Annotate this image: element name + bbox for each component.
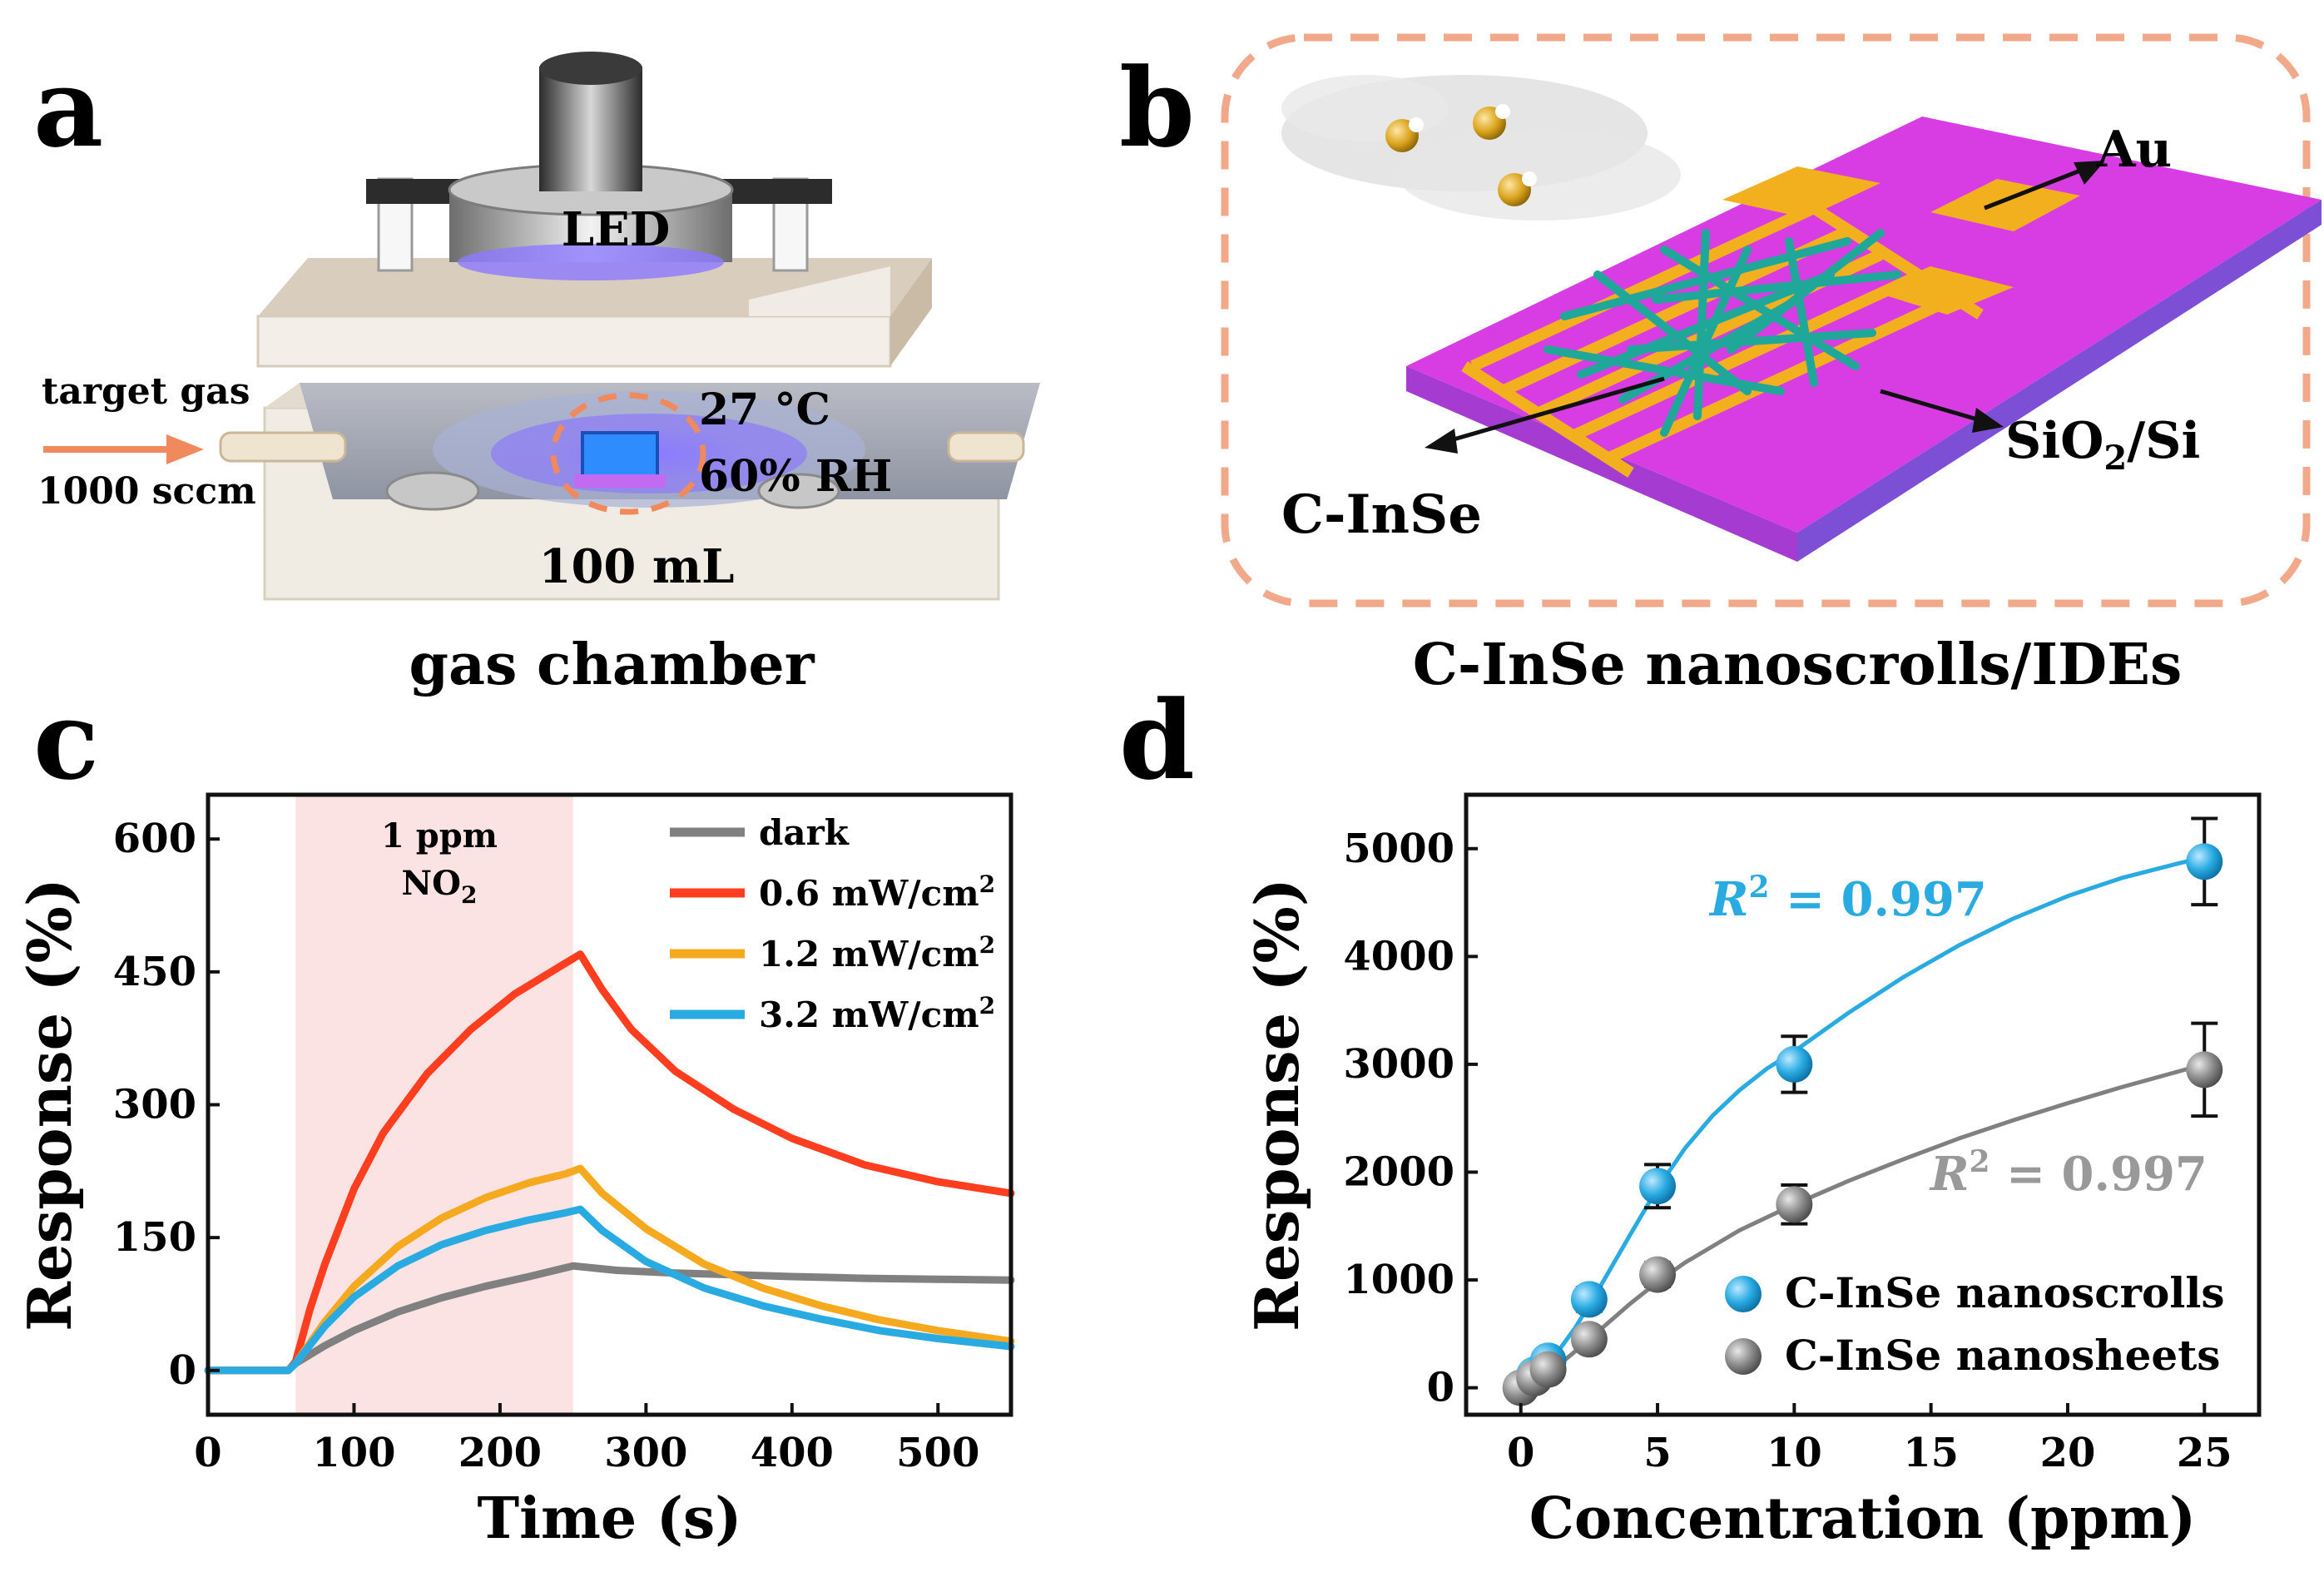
- y-tick-label: 450: [113, 949, 196, 995]
- panel-b-caption: C-InSe nanoscrolls/IDEs: [1413, 632, 2182, 698]
- x-tick-label: 0: [194, 1430, 221, 1476]
- legend-label: dark: [759, 812, 850, 853]
- x-tick-label: 20: [2040, 1430, 2096, 1476]
- series-line-dark: [204, 1262, 1015, 1375]
- y-tick-label: 2000: [1343, 1148, 1454, 1195]
- x-tick-label: 400: [751, 1430, 834, 1476]
- shaded-region-label-line2: NO2: [402, 864, 478, 909]
- x-tick-label: 300: [604, 1430, 687, 1476]
- y-tick-label: 5000: [1343, 826, 1454, 872]
- r2-blue-annotation: R2 = 0.997: [1708, 870, 1987, 927]
- x-tick-label: 25: [2177, 1430, 2232, 1476]
- legend-label-sup: 2: [979, 870, 995, 898]
- chamber-volume-label: 100 mL: [538, 539, 734, 594]
- panel-d-letter: d: [1119, 677, 1195, 804]
- fit-curve: [1519, 855, 2205, 1390]
- panel-a-letter: a: [33, 44, 103, 171]
- x-tick-label: 5: [1643, 1430, 1671, 1476]
- temperature-label: 27 °C: [699, 384, 830, 435]
- y-axis-label: Response (%): [14, 878, 85, 1332]
- material-pointer-arrow-icon: [1425, 376, 1665, 454]
- legend-label-main: 1.2 mW/cm: [759, 934, 979, 974]
- legend-label: C-InSe nanoscrolls: [1785, 1268, 2225, 1317]
- legend-label-main: 0.6 mW/cm: [759, 873, 979, 914]
- plot-frame: [1464, 792, 2262, 1417]
- led-label: LED: [562, 202, 671, 257]
- gas-chamber-illustration: [219, 52, 1040, 601]
- substrate-pointer-arrow-icon: [1880, 389, 2004, 433]
- data-point: [1529, 1351, 1567, 1388]
- r2-blue-main: R: [1708, 872, 1749, 927]
- x-axis-label: Concentration (ppm): [1529, 1485, 2196, 1552]
- y-tick-label: 4000: [1343, 933, 1454, 979]
- substrate-label-sub: 2: [2103, 439, 2127, 478]
- r2-blue-sup: 2: [1749, 870, 1770, 905]
- material-label: C-InSe: [1281, 484, 1482, 546]
- data-point: [1570, 1321, 1608, 1358]
- r2-gray-annotation: R2 = 0.997: [1929, 1144, 2208, 1202]
- y-tick-label: 0: [169, 1347, 196, 1394]
- y-tick-label: 1000: [1343, 1257, 1454, 1303]
- data-point: [2186, 1051, 2223, 1089]
- legend-label-sup: 2: [979, 992, 995, 1019]
- x-tick-label: 500: [896, 1430, 979, 1476]
- x-tick-label: 10: [1767, 1430, 1822, 1476]
- data-point: [1776, 1045, 1813, 1083]
- x-tick-label: 200: [458, 1430, 542, 1476]
- panel-b: b: [1119, 33, 2322, 698]
- data-point: [1639, 1256, 1677, 1293]
- r2-blue-tail: = 0.997: [1770, 872, 1987, 927]
- y-axis-label: Response (%): [1241, 878, 1312, 1332]
- legend-label: 1.2 mW/cm2: [759, 931, 995, 974]
- panel-a-caption: gas chamber: [409, 632, 815, 698]
- legend-label: 0.6 mW/cm2: [759, 870, 995, 914]
- data-point: [2186, 843, 2223, 880]
- legend-label-main: dark: [759, 812, 850, 853]
- y-tick-label: 0: [1427, 1365, 1454, 1411]
- y-tick-label: 3000: [1343, 1041, 1454, 1088]
- shaded-region-label-no: NO: [402, 864, 461, 903]
- chart-d: 0 5 10 15 20 25 0 1000 2000 3000 4000 5000 Concentra…: [1241, 792, 2262, 1552]
- legend-label-main: 3.2 mW/cm: [759, 994, 979, 1035]
- legend-label: C-InSe nanosheets: [1785, 1331, 2220, 1380]
- data-point: [1776, 1186, 1813, 1223]
- panel-b-letter: b: [1119, 44, 1195, 171]
- legend-marker: [1725, 1276, 1762, 1312]
- substrate-label-main: SiO: [2005, 412, 2103, 470]
- y-tick-label: 150: [113, 1214, 196, 1261]
- x-tick-label: 0: [1507, 1430, 1534, 1476]
- au-label: Au: [2096, 121, 2172, 179]
- legend-label-sup: 2: [979, 931, 995, 959]
- r2-gray-main: R: [1929, 1147, 1970, 1202]
- y-tick-label: 600: [113, 816, 196, 862]
- y-tick-label: 300: [113, 1082, 196, 1128]
- panel-d: d 0 5 10 15 20 25 0 1000 2000 3000 4000 5000 Concent…: [1119, 677, 2262, 1552]
- r2-gray-sup: 2: [1970, 1144, 1990, 1179]
- x-tick-label: 100: [312, 1430, 395, 1476]
- series-line-0-6: [204, 950, 1015, 1375]
- substrate-label-tail: /Si: [2127, 412, 2200, 470]
- flow-rate-label: 1000 sccm: [37, 470, 256, 513]
- data-point: [1639, 1168, 1677, 1205]
- panel-c-letter: c: [33, 677, 99, 804]
- humidity-label: 60% RH: [699, 451, 892, 502]
- x-axis-label: Time (s): [478, 1485, 742, 1552]
- shaded-region-label-sub: 2: [461, 881, 477, 909]
- legend-label: 3.2 mW/cm2: [759, 992, 995, 1035]
- x-tick-label: 15: [1903, 1430, 1959, 1476]
- target-gas-label: target gas: [42, 370, 250, 413]
- series-line-3-2: [204, 1205, 1015, 1375]
- legend-marker: [1725, 1338, 1762, 1375]
- r2-gray-tail: = 0.997: [1990, 1147, 2208, 1202]
- panel-c: c 0 100 200 300 400 500 0 150 300 450 600 Time (s) R…: [14, 677, 1015, 1552]
- panel-a: a: [33, 44, 1040, 698]
- gas-cloud-icon: [1281, 75, 1681, 221]
- data-point: [1570, 1281, 1608, 1318]
- gas-inlet-arrow-icon: [43, 434, 204, 464]
- shaded-region-label-line1: 1 ppm: [381, 816, 498, 855]
- chart-c: 0 100 200 300 400 500 0 150 300 450 600 Time (s) Res…: [14, 792, 1015, 1552]
- device-illustration: [1406, 117, 2322, 562]
- au-pointer-arrow-icon: [1984, 161, 2105, 211]
- substrate-label: SiO2/Si: [2005, 412, 2200, 478]
